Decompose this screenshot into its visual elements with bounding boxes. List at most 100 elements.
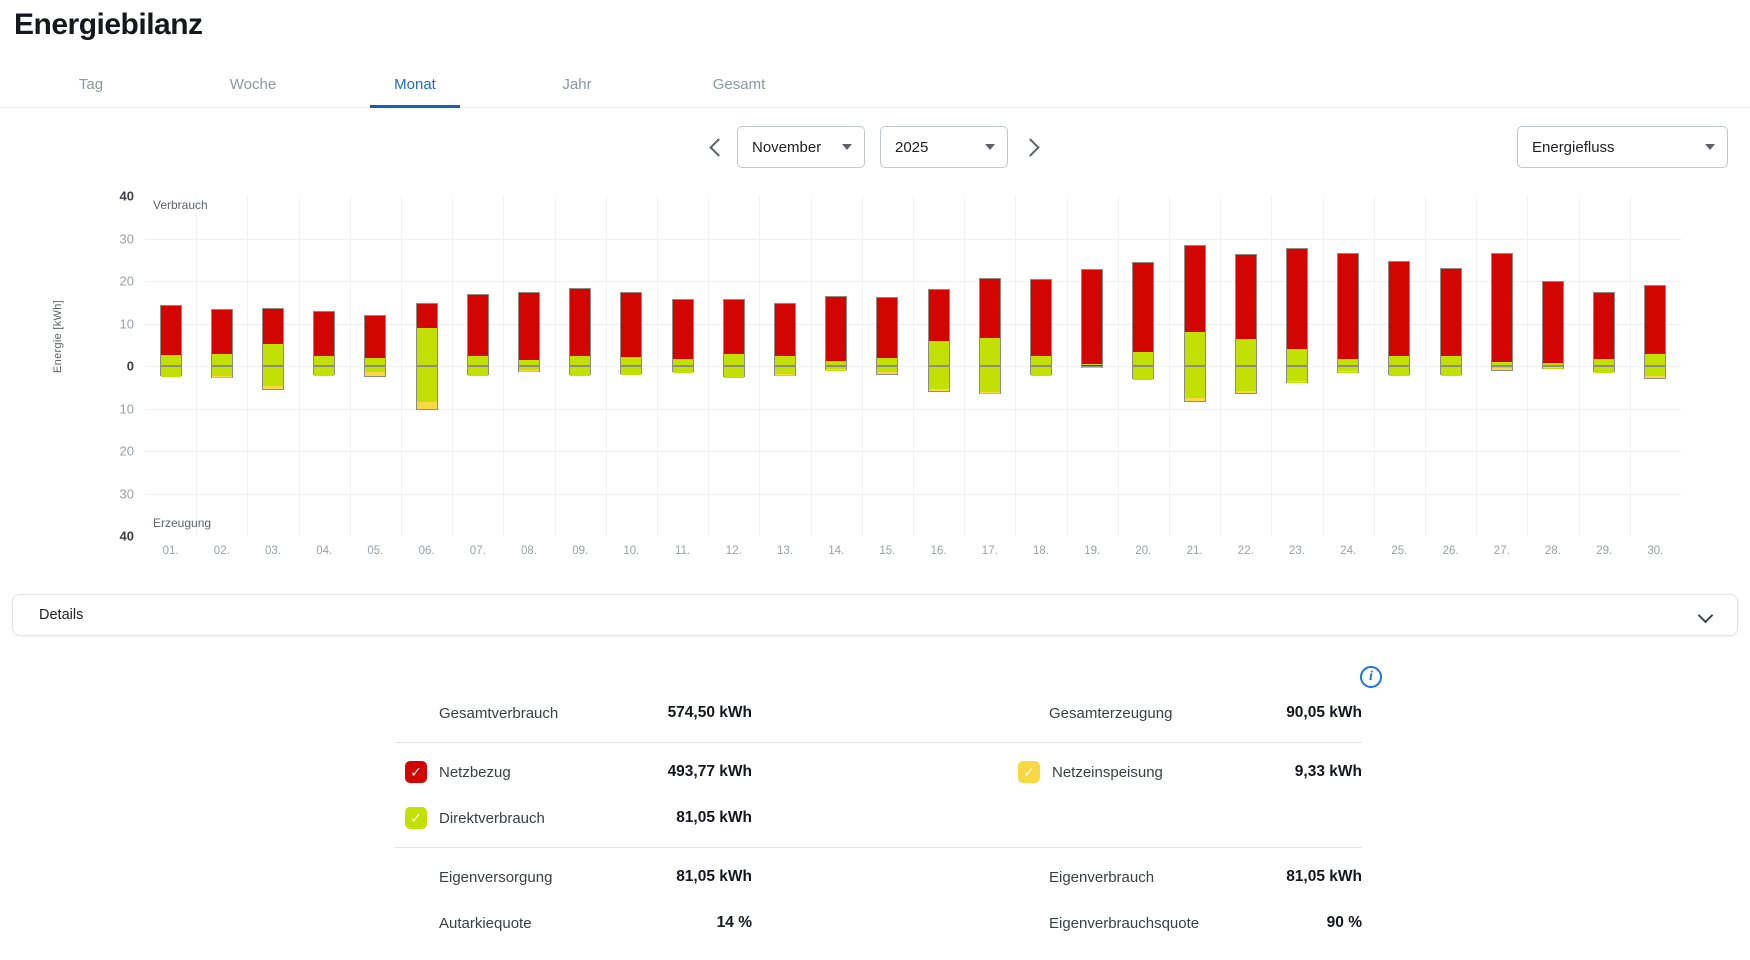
netzbezug-segment — [979, 278, 1000, 340]
netzeinspeisung-segment — [775, 373, 795, 375]
direktverbrauch-segment — [1082, 364, 1103, 365]
bar-consumption-day-03[interactable] — [262, 308, 284, 366]
bar-consumption-day-17[interactable] — [978, 277, 1001, 366]
bar-production-day-17[interactable] — [978, 366, 1001, 395]
bar-consumption-day-14[interactable] — [825, 295, 848, 366]
energy-balance-chart — [145, 196, 1681, 536]
bar-consumption-day-11[interactable] — [671, 298, 694, 366]
direktverbrauch-segment — [211, 353, 232, 365]
gridline — [1015, 196, 1017, 536]
y-axis: 40 30 20 10 0 10 20 30 40 — [70, 189, 134, 544]
bar-consumption-day-18[interactable] — [1030, 278, 1052, 366]
year-select-value: 2025 — [895, 138, 929, 156]
netzeinspeisung-checkbox[interactable]: ✓ — [1018, 761, 1040, 783]
view-mode-select[interactable]: Energiefluss — [1517, 126, 1728, 168]
month-select[interactable]: November — [737, 126, 865, 168]
bar-consumption-day-21[interactable] — [1183, 244, 1206, 366]
bar-production-day-03[interactable] — [262, 366, 284, 391]
bar-consumption-day-12[interactable] — [722, 298, 745, 366]
gridline — [708, 196, 710, 536]
bar-production-day-20[interactable] — [1132, 366, 1155, 381]
direktverbrauch-segment — [416, 328, 437, 365]
bar-consumption-day-29[interactable] — [1593, 291, 1616, 366]
bar-production-day-27[interactable] — [1490, 366, 1513, 371]
direktverbrauch-checkbox[interactable]: ✓ — [405, 807, 427, 829]
bar-consumption-day-27[interactable] — [1490, 253, 1513, 366]
bar-production-day-22[interactable] — [1234, 366, 1257, 394]
bar-consumption-day-22[interactable] — [1234, 253, 1257, 366]
bar-production-day-28[interactable] — [1542, 366, 1564, 370]
bar-consumption-day-02[interactable] — [210, 309, 233, 366]
tab-tag[interactable]: Tag — [78, 76, 104, 93]
netzeinspeisung-segment — [928, 388, 949, 391]
tab-woche[interactable]: Woche — [229, 76, 277, 93]
bar-consumption-day-19[interactable] — [1081, 269, 1104, 367]
x-tick-label: 13. — [777, 545, 793, 557]
bar-consumption-day-06[interactable] — [415, 303, 438, 366]
gridline — [349, 196, 351, 536]
previous-month-button[interactable] — [709, 138, 732, 161]
bar-consumption-day-15[interactable] — [876, 297, 899, 366]
netzbezug-segment — [519, 293, 539, 362]
bar-production-day-16[interactable] — [927, 366, 950, 392]
bar-production-day-19[interactable] — [1081, 366, 1104, 368]
bar-production-day-25[interactable] — [1388, 366, 1411, 377]
bar-consumption-day-10[interactable] — [620, 292, 643, 366]
bar-production-day-23[interactable] — [1286, 366, 1308, 384]
bar-production-day-30[interactable] — [1644, 366, 1667, 380]
bar-consumption-day-25[interactable] — [1388, 261, 1411, 366]
bar-production-day-12[interactable] — [722, 366, 745, 378]
y-tick-label: 20 — [119, 273, 134, 289]
bar-production-day-14[interactable] — [825, 366, 848, 371]
bar-consumption-day-04[interactable] — [313, 311, 336, 366]
bar-production-day-01[interactable] — [159, 366, 182, 378]
direktverbrauch-cell: ✓ Direktverbrauch 81,05 kWh — [405, 807, 752, 829]
bar-consumption-day-08[interactable] — [518, 292, 540, 366]
bar-production-day-06[interactable] — [415, 366, 438, 411]
tab-gesamt[interactable]: Gesamt — [712, 76, 766, 93]
eigenverbrauchsquote-value: 90 % — [1326, 914, 1362, 931]
bar-consumption-day-09[interactable] — [569, 287, 592, 366]
bar-production-day-26[interactable] — [1439, 366, 1462, 376]
bar-production-day-08[interactable] — [518, 366, 540, 373]
bar-production-day-05[interactable] — [364, 366, 387, 378]
bar-production-day-21[interactable] — [1183, 366, 1206, 403]
bar-consumption-day-07[interactable] — [466, 294, 489, 366]
bar-production-day-18[interactable] — [1030, 366, 1052, 376]
bar-consumption-day-28[interactable] — [1542, 281, 1564, 366]
bar-consumption-day-23[interactable] — [1286, 248, 1308, 366]
direktverbrauch-segment — [621, 367, 642, 376]
tab-jahr[interactable]: Jahr — [562, 76, 592, 93]
bar-consumption-day-01[interactable] — [159, 304, 182, 366]
bar-production-day-29[interactable] — [1593, 366, 1616, 374]
gridline — [1578, 196, 1580, 536]
bar-production-day-07[interactable] — [466, 366, 489, 376]
bar-production-day-10[interactable] — [620, 366, 643, 376]
bar-consumption-day-24[interactable] — [1337, 253, 1360, 366]
netzbezug-segment — [1184, 245, 1205, 335]
bar-production-day-04[interactable] — [313, 366, 336, 377]
details-table: Gesamtverbrauch 574,50 kWh Gesamterzeugu… — [395, 690, 1362, 946]
details-accordion[interactable]: Details — [12, 594, 1738, 636]
bar-production-day-02[interactable] — [210, 366, 233, 379]
bar-consumption-day-26[interactable] — [1439, 268, 1462, 366]
bar-consumption-day-05[interactable] — [364, 315, 387, 366]
bar-production-day-24[interactable] — [1337, 366, 1360, 374]
bar-consumption-day-13[interactable] — [774, 303, 796, 366]
bar-production-day-11[interactable] — [671, 366, 694, 374]
x-tick-label: 14. — [828, 545, 845, 557]
bar-consumption-day-20[interactable] — [1132, 261, 1155, 366]
year-select[interactable]: 2025 — [880, 126, 1008, 168]
gridline — [657, 196, 658, 536]
bar-production-day-09[interactable] — [569, 366, 592, 376]
info-icon[interactable]: i — [1360, 666, 1382, 688]
netzeinspeisung-segment — [1645, 376, 1666, 379]
next-month-button[interactable] — [1021, 138, 1044, 161]
netzbezug-checkbox[interactable]: ✓ — [405, 761, 427, 783]
bar-consumption-day-30[interactable] — [1644, 285, 1667, 366]
tab-monat[interactable]: Monat — [334, 62, 496, 108]
x-tick-label: 19. — [1084, 545, 1101, 557]
bar-production-day-15[interactable] — [876, 366, 899, 375]
bar-consumption-day-16[interactable] — [927, 289, 950, 366]
bar-production-day-13[interactable] — [774, 366, 796, 376]
